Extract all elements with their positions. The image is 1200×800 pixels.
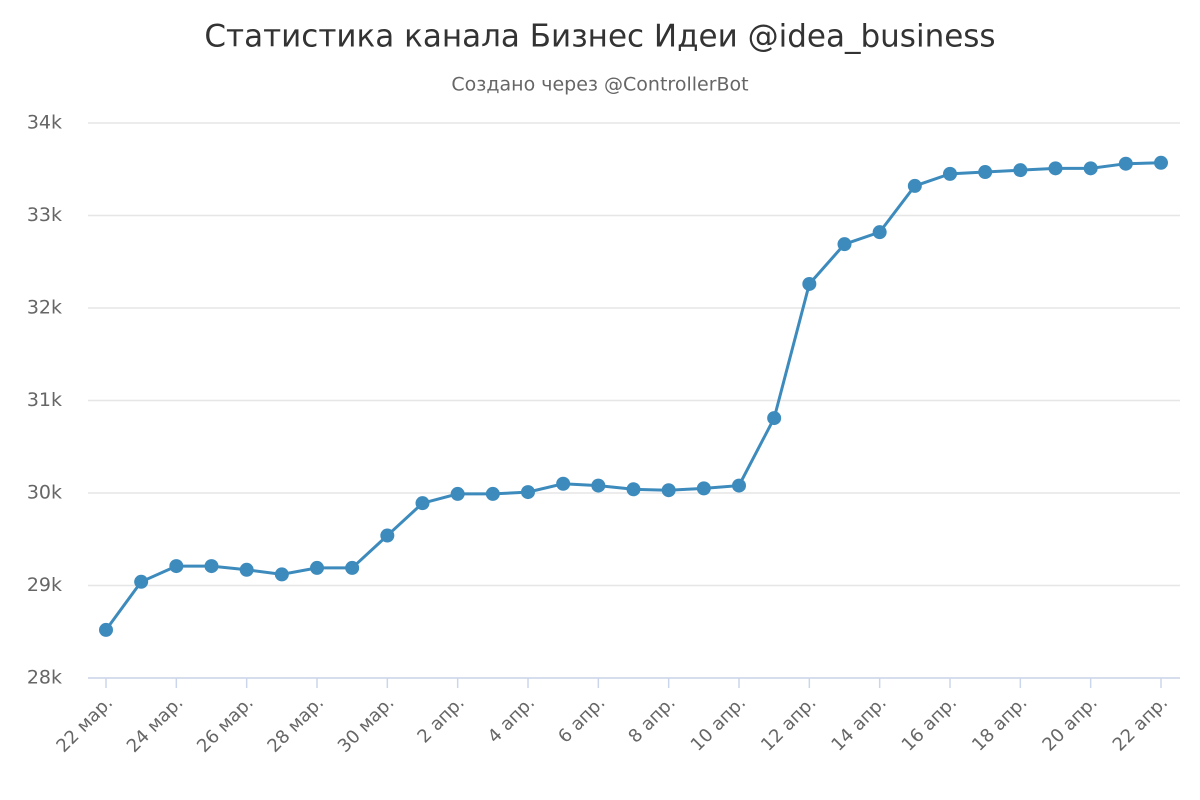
data-point: [169, 559, 184, 574]
data-point: [837, 237, 852, 252]
data-point: [696, 481, 711, 496]
data-point: [1083, 161, 1098, 176]
chart-title: Статистика канала Бизнес Идеи @idea_busi…: [204, 19, 995, 55]
data-point: [239, 562, 254, 577]
data-point: [1118, 156, 1133, 171]
data-point: [732, 478, 746, 493]
y-tick-label: 29k: [27, 574, 62, 596]
y-tick-label: 33k: [27, 204, 62, 226]
y-tick-label: 30k: [27, 482, 62, 504]
data-point: [907, 178, 922, 193]
data-point: [943, 166, 957, 181]
data-point: [591, 478, 606, 493]
data-point: [415, 496, 430, 511]
data-point: [450, 486, 465, 501]
data-point: [872, 225, 887, 240]
data-point: [99, 622, 113, 637]
data-point: [767, 411, 782, 426]
y-tick-label: 31k: [27, 389, 62, 411]
data-point: [380, 528, 395, 543]
data-point: [485, 486, 500, 501]
data-point: [274, 567, 289, 582]
data-point: [310, 560, 324, 575]
data-point: [802, 276, 817, 291]
data-point: [556, 476, 571, 491]
y-tick-label: 28k: [27, 667, 62, 689]
data-point: [1013, 163, 1028, 178]
data-point: [204, 559, 219, 574]
data-point: [345, 560, 360, 575]
data-point: [1154, 155, 1168, 170]
data-point: [1048, 161, 1063, 176]
chart-subtitle: Создано через @ControllerBot: [451, 74, 748, 96]
y-tick-label: 34k: [27, 112, 62, 134]
data-point: [661, 483, 676, 498]
data-point: [134, 574, 149, 589]
y-tick-label: 32k: [27, 297, 62, 319]
data-point: [978, 165, 993, 180]
data-point: [626, 482, 641, 497]
data-point: [521, 485, 535, 500]
